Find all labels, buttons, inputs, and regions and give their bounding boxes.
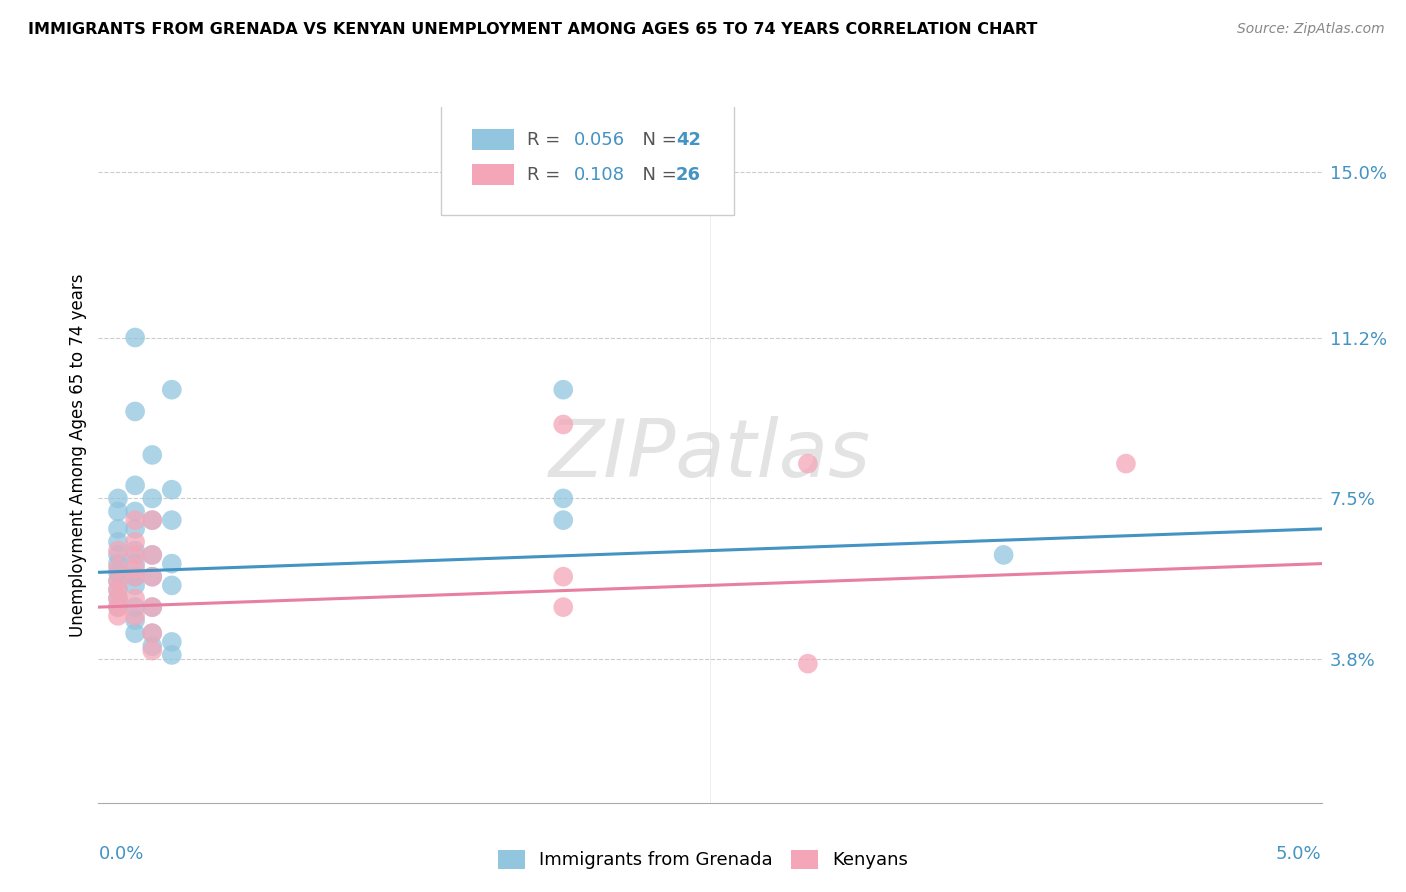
Point — [124, 561, 146, 575]
Text: 0.108: 0.108 — [574, 166, 626, 184]
Point — [160, 513, 183, 527]
Text: 5.0%: 5.0% — [1277, 845, 1322, 863]
Point — [124, 578, 146, 592]
FancyBboxPatch shape — [441, 103, 734, 215]
Point — [124, 570, 146, 584]
Point — [797, 457, 820, 471]
Point — [107, 600, 129, 615]
Text: IMMIGRANTS FROM GRENADA VS KENYAN UNEMPLOYMENT AMONG AGES 65 TO 74 YEARS CORRELA: IMMIGRANTS FROM GRENADA VS KENYAN UNEMPL… — [28, 22, 1038, 37]
Point — [124, 600, 146, 615]
Point — [124, 570, 146, 584]
Point — [553, 491, 575, 506]
Point — [160, 557, 183, 571]
Point — [141, 548, 163, 562]
Point — [124, 613, 146, 627]
Point — [553, 513, 575, 527]
Point — [124, 608, 146, 623]
Point — [107, 591, 129, 606]
Point — [141, 448, 163, 462]
Point — [124, 522, 146, 536]
Point — [160, 483, 183, 497]
Point — [124, 504, 146, 518]
Point — [141, 570, 163, 584]
Point — [141, 600, 163, 615]
Point — [141, 639, 163, 653]
Point — [797, 657, 820, 671]
Point — [124, 548, 146, 562]
Point — [107, 534, 129, 549]
Point — [124, 626, 146, 640]
FancyBboxPatch shape — [471, 129, 515, 150]
Point — [107, 574, 129, 588]
Text: R =: R = — [526, 131, 565, 149]
Point — [553, 600, 575, 615]
Point — [107, 491, 129, 506]
Text: 42: 42 — [676, 131, 700, 149]
Text: N =: N = — [630, 166, 682, 184]
Point — [141, 513, 163, 527]
Point — [160, 578, 183, 592]
Text: 0.056: 0.056 — [574, 131, 626, 149]
Point — [124, 404, 146, 418]
Point — [124, 513, 146, 527]
Point — [107, 566, 129, 580]
Point — [107, 543, 129, 558]
Point — [107, 522, 129, 536]
Point — [553, 570, 575, 584]
Point — [107, 582, 129, 597]
Legend: Immigrants from Grenada, Kenyans: Immigrants from Grenada, Kenyans — [489, 840, 917, 879]
Point — [160, 635, 183, 649]
Point — [160, 383, 183, 397]
Text: Source: ZipAtlas.com: Source: ZipAtlas.com — [1237, 22, 1385, 37]
Point — [107, 504, 129, 518]
Point — [141, 626, 163, 640]
Point — [107, 548, 129, 562]
Y-axis label: Unemployment Among Ages 65 to 74 years: Unemployment Among Ages 65 to 74 years — [69, 273, 87, 637]
Point — [141, 491, 163, 506]
Point — [107, 561, 129, 575]
Text: R =: R = — [526, 166, 565, 184]
Text: 26: 26 — [676, 166, 700, 184]
Point — [141, 548, 163, 562]
Point — [107, 557, 129, 571]
Point — [160, 648, 183, 662]
Point — [141, 570, 163, 584]
Point — [107, 591, 129, 606]
Point — [107, 600, 129, 615]
Point — [124, 330, 146, 344]
Point — [124, 543, 146, 558]
Point — [141, 600, 163, 615]
Text: 0.0%: 0.0% — [98, 845, 143, 863]
Point — [553, 417, 575, 432]
Point — [141, 643, 163, 657]
Point — [107, 582, 129, 597]
Point — [1115, 457, 1137, 471]
Text: ZIPatlas: ZIPatlas — [548, 416, 872, 494]
Point — [553, 383, 575, 397]
Point — [124, 478, 146, 492]
Point — [124, 557, 146, 571]
Point — [993, 548, 1015, 562]
Point — [124, 534, 146, 549]
Text: N =: N = — [630, 131, 682, 149]
FancyBboxPatch shape — [471, 164, 515, 185]
Point — [141, 513, 163, 527]
Point — [124, 591, 146, 606]
Point — [107, 574, 129, 588]
Point — [141, 626, 163, 640]
Point — [107, 608, 129, 623]
